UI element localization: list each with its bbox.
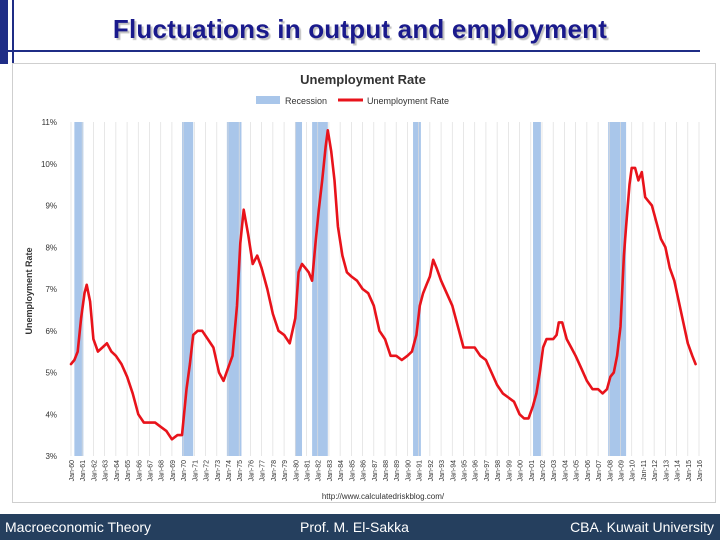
x-tick-label: Jan-16	[697, 460, 704, 482]
x-tick-label: Jan-74	[226, 460, 233, 482]
x-tick-label: Jan-80	[293, 460, 300, 482]
x-tick-label: Jan-09	[619, 460, 626, 482]
x-tick-label: Jan-91	[417, 460, 424, 482]
x-tick-label: Jan-11	[641, 460, 648, 481]
chart-title: Unemployment Rate	[300, 72, 426, 87]
x-tick-label: Jan-84	[338, 460, 345, 482]
recession-band	[312, 122, 328, 456]
legend-recession-swatch	[256, 96, 280, 104]
x-tick-label: Jan-00	[518, 460, 525, 482]
recession-bands	[74, 122, 627, 456]
chart-frame: Unemployment Rate Recession Unemployment…	[12, 63, 716, 503]
footer-author: Prof. M. El-Sakka	[300, 519, 409, 535]
x-tick-label: Jan-88	[383, 460, 390, 482]
decorative-vertical-line	[12, 0, 14, 64]
x-tick-label: Jan-71	[192, 460, 199, 482]
x-tick-label: Jan-63	[103, 460, 110, 482]
x-tick-label: Jan-78	[271, 460, 278, 482]
series-line	[69, 129, 697, 441]
x-tick-label: Jan-10	[630, 460, 637, 482]
x-tick-label: Jan-67	[148, 460, 155, 482]
x-tick-label: Jan-75	[237, 460, 244, 482]
x-tick-label: Jan-61	[80, 460, 87, 482]
x-tick-label: Jan-82	[316, 460, 323, 482]
y-tick-label: 8%	[45, 243, 57, 252]
y-axis-title: Unemployment Rate	[24, 247, 34, 334]
x-tick-label: Jan-05	[574, 460, 581, 482]
footer-bar: Macroeconomic Theory Prof. M. El-Sakka C…	[0, 514, 720, 540]
x-tick-label: Jan-02	[540, 460, 547, 482]
x-tick-label: Jan-93	[439, 460, 446, 482]
x-tick-label: Jan-65	[125, 460, 132, 482]
y-tick-label: 4%	[45, 410, 57, 419]
x-tick-label: Jan-68	[159, 460, 166, 482]
x-tick-label: Jan-89	[394, 460, 401, 482]
x-tick-label: Jan-79	[282, 460, 289, 482]
legend-recession-label: Recession	[285, 96, 327, 106]
x-tick-label: Jan-99	[506, 460, 513, 482]
x-tick-label: Jan-62	[91, 460, 98, 482]
x-tick-label: Jan-64	[114, 460, 121, 482]
x-tick-label: Jan-15	[686, 460, 693, 482]
x-tick-label: Jan-70	[181, 460, 188, 482]
y-tick-label: 6%	[45, 327, 57, 336]
x-tick-label: Jan-94	[450, 460, 457, 482]
x-tick-label: Jan-97	[484, 460, 491, 482]
x-tick-label: Jan-90	[405, 460, 412, 482]
y-tick-label: 10%	[41, 160, 57, 169]
x-tick-label: Jan-96	[473, 460, 480, 482]
unemployment-chart: Unemployment Rate Recession Unemployment…	[24, 72, 704, 501]
y-tick-label: 3%	[45, 452, 57, 461]
x-tick-label: Jan-77	[260, 460, 267, 482]
footer-course: Macroeconomic Theory	[5, 519, 152, 535]
x-tick-label: Jan-01	[529, 460, 536, 482]
recession-band	[74, 122, 84, 456]
x-tick-label: Jan-98	[495, 460, 502, 482]
footer-institution: CBA. Kuwait University	[570, 519, 714, 535]
slide-title: Fluctuations in output and employment	[112, 14, 608, 44]
x-tick-label: Jan-14	[675, 460, 682, 482]
x-tick-label: Jan-73	[215, 460, 222, 482]
x-tick-label: Jan-87	[372, 460, 379, 482]
x-tick-label: Jan-04	[562, 460, 569, 482]
y-tick-label: 11%	[42, 118, 57, 127]
x-tick-label: Jan-72	[204, 460, 211, 482]
y-tick-label: 5%	[45, 369, 57, 378]
recession-band	[413, 122, 421, 456]
decorative-vertical-bar	[0, 0, 8, 64]
x-tick-label: Jan-83	[327, 460, 334, 482]
y-tick-label: 9%	[45, 202, 57, 211]
recession-band	[182, 122, 194, 456]
grid-lines	[70, 122, 700, 456]
x-tick-label: Jan-66	[136, 460, 143, 482]
legend-rate-label: Unemployment Rate	[367, 96, 449, 106]
x-tick-label: Jan-60	[69, 460, 76, 482]
x-tick-label: Jan-07	[596, 460, 603, 482]
x-tick-label: Jan-12	[652, 460, 659, 482]
source-url: http://www.calculatedriskblog.com/	[322, 492, 445, 501]
x-tick-label: Jan-03	[551, 460, 558, 482]
x-tick-label: Jan-81	[305, 460, 312, 482]
recession-band	[226, 122, 242, 456]
y-tick-label: 7%	[45, 285, 57, 294]
x-tick-label: Jan-95	[462, 460, 469, 482]
x-tick-label: Jan-06	[585, 460, 592, 482]
x-tick-label: Jan-76	[248, 460, 255, 482]
x-tick-label: Jan-13	[663, 460, 670, 482]
x-tick-label: Jan-86	[361, 460, 368, 482]
x-tick-label: Jan-08	[607, 460, 614, 482]
decorative-title-underline	[0, 50, 700, 52]
x-tick-label: Jan-85	[349, 460, 356, 482]
series-lines	[69, 129, 697, 441]
x-tick-label: Jan-92	[428, 460, 435, 482]
axis-labels: Jan-60 Jan-61 Jan-62 Jan-63 Jan-64 Jan-65 Jan-…	[41, 118, 704, 481]
recession-band	[533, 122, 541, 456]
x-tick-label: Jan-69	[170, 460, 177, 482]
